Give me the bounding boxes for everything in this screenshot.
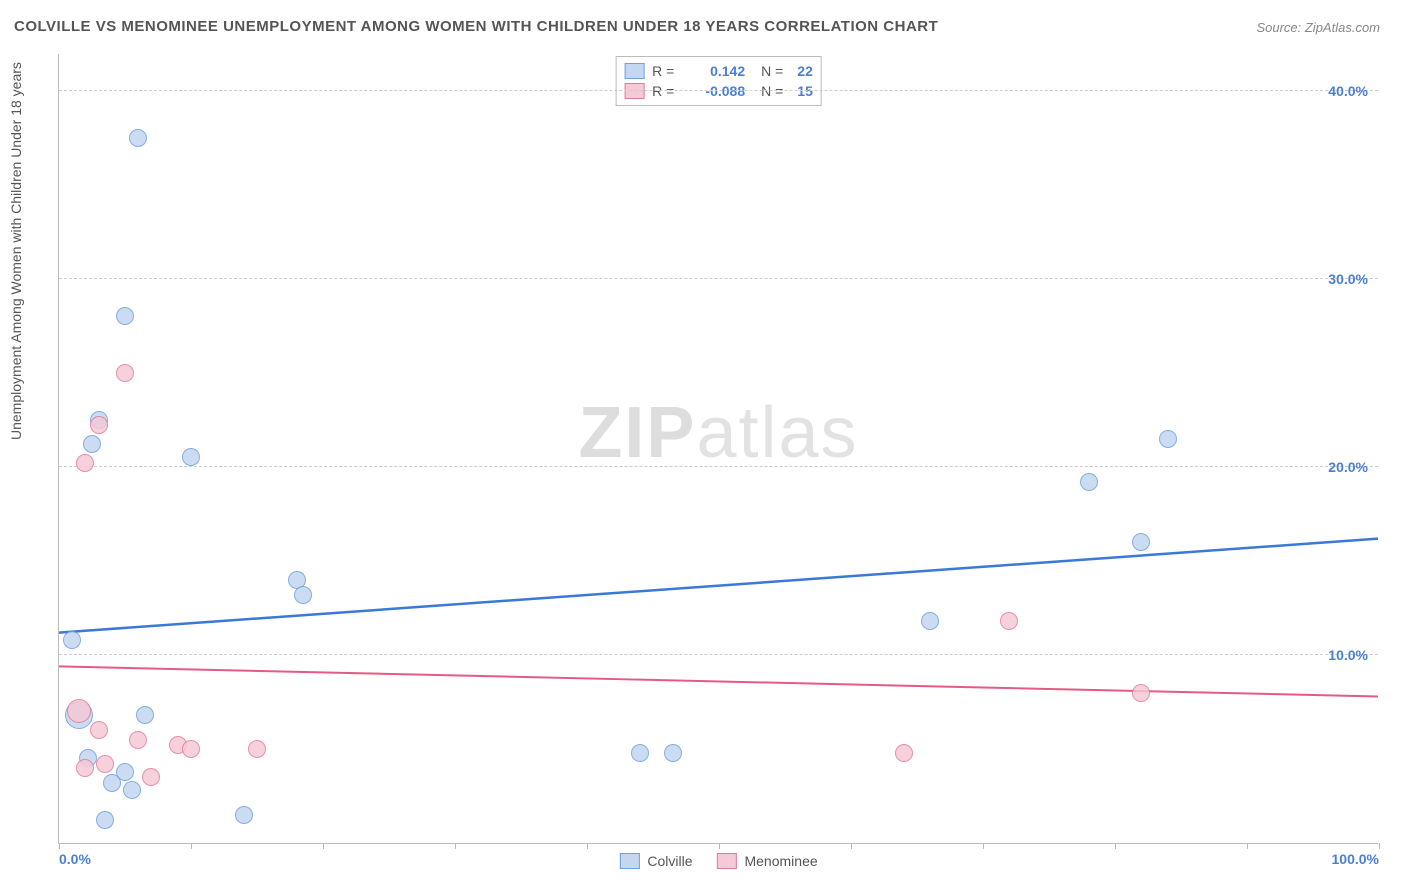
- legend-swatch: [716, 853, 736, 869]
- data-point: [63, 631, 81, 649]
- data-point: [103, 774, 121, 792]
- chart-container: COLVILLE VS MENOMINEE UNEMPLOYMENT AMONG…: [10, 10, 1396, 882]
- data-point: [631, 744, 649, 762]
- data-point: [136, 706, 154, 724]
- data-point: [67, 699, 91, 723]
- data-point: [116, 307, 134, 325]
- data-point: [96, 755, 114, 773]
- legend-series: Colville Menominee: [619, 853, 817, 869]
- data-point: [182, 740, 200, 758]
- x-tick: [1115, 843, 1116, 849]
- watermark-thin: atlas: [696, 393, 858, 473]
- y-axis-label: Unemployment Among Women with Children U…: [8, 62, 24, 440]
- r-value: -0.088: [690, 83, 745, 99]
- data-point: [129, 129, 147, 147]
- data-point: [142, 768, 160, 786]
- watermark: ZIPatlas: [578, 392, 858, 474]
- data-point: [921, 612, 939, 630]
- trend-line: [59, 666, 1378, 696]
- n-label: N =: [761, 83, 783, 99]
- data-point: [96, 811, 114, 829]
- x-tick: [719, 843, 720, 849]
- x-tick: [851, 843, 852, 849]
- legend-row: R = 0.142 N = 22: [624, 61, 813, 81]
- legend-swatch: [624, 63, 644, 79]
- legend-item: Menominee: [716, 853, 817, 869]
- legend-correlation: R = 0.142 N = 22 R = -0.088 N = 15: [615, 56, 822, 106]
- data-point: [1132, 533, 1150, 551]
- data-point: [1132, 684, 1150, 702]
- data-point: [248, 740, 266, 758]
- data-point: [1159, 430, 1177, 448]
- chart-title: COLVILLE VS MENOMINEE UNEMPLOYMENT AMONG…: [10, 10, 1396, 39]
- data-point: [895, 744, 913, 762]
- plot-area: ZIPatlas R =0.142N =22R =-0.088N =15 Col…: [58, 54, 1378, 844]
- x-tick-label: 0.0%: [59, 851, 91, 867]
- data-point: [123, 781, 141, 799]
- gridline: [59, 654, 1378, 655]
- x-tick: [983, 843, 984, 849]
- x-tick: [59, 843, 60, 849]
- legend-swatch: [619, 853, 639, 869]
- x-tick: [323, 843, 324, 849]
- data-point: [129, 731, 147, 749]
- x-tick: [1379, 843, 1380, 849]
- data-point: [116, 364, 134, 382]
- y-tick-label: 20.0%: [1328, 459, 1368, 475]
- watermark-bold: ZIP: [578, 393, 696, 473]
- x-tick: [1247, 843, 1248, 849]
- r-label: R =: [652, 83, 682, 99]
- x-tick: [587, 843, 588, 849]
- legend-item: Colville: [619, 853, 692, 869]
- n-value: 15: [797, 83, 813, 99]
- data-point: [90, 721, 108, 739]
- legend-label: Menominee: [744, 853, 817, 869]
- legend-swatch: [624, 83, 644, 99]
- x-tick: [455, 843, 456, 849]
- data-point: [1080, 473, 1098, 491]
- data-point: [83, 435, 101, 453]
- legend-row: R = -0.088 N = 15: [624, 81, 813, 101]
- data-point: [90, 416, 108, 434]
- y-tick-label: 10.0%: [1328, 647, 1368, 663]
- data-point: [76, 759, 94, 777]
- gridline: [59, 90, 1378, 91]
- n-label: N =: [761, 63, 783, 79]
- data-point: [664, 744, 682, 762]
- data-point: [182, 448, 200, 466]
- trend-lines: [59, 54, 1378, 843]
- legend-label: Colville: [647, 853, 692, 869]
- x-tick: [191, 843, 192, 849]
- y-tick-label: 30.0%: [1328, 271, 1368, 287]
- source-attribution: Source: ZipAtlas.com: [1256, 20, 1380, 35]
- gridline: [59, 466, 1378, 467]
- data-point: [235, 806, 253, 824]
- trend-line: [59, 539, 1378, 633]
- y-tick-label: 40.0%: [1328, 83, 1368, 99]
- data-point: [76, 454, 94, 472]
- n-value: 22: [797, 63, 813, 79]
- data-point: [294, 586, 312, 604]
- gridline: [59, 278, 1378, 279]
- r-value: 0.142: [690, 63, 745, 79]
- r-label: R =: [652, 63, 682, 79]
- data-point: [1000, 612, 1018, 630]
- x-tick-label: 100.0%: [1332, 851, 1379, 867]
